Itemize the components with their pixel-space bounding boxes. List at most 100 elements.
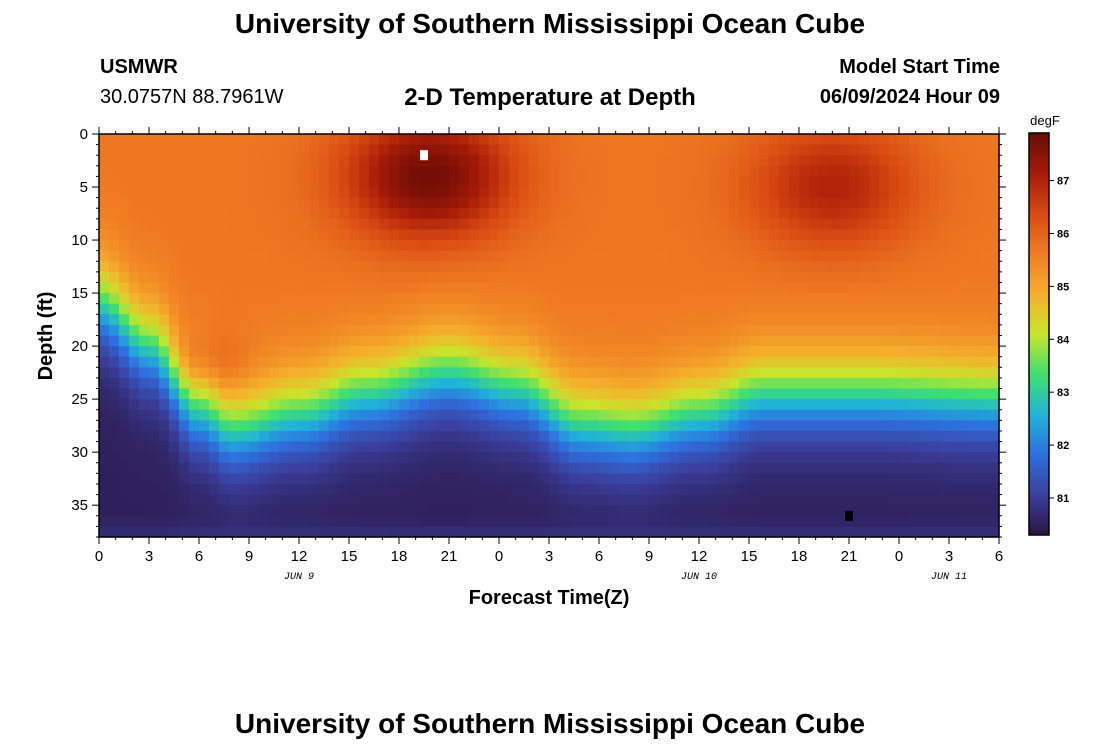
heatmap-cell xyxy=(559,208,570,220)
heatmap-cell xyxy=(129,176,140,188)
heatmap-cell xyxy=(349,388,360,400)
heatmap-cell xyxy=(219,335,230,347)
heatmap-cell xyxy=(909,430,920,443)
heatmap-cell xyxy=(329,367,340,379)
heatmap-cell xyxy=(249,505,260,517)
heatmap-cell xyxy=(279,356,290,368)
heatmap-cell xyxy=(549,187,560,199)
heatmap-cell xyxy=(639,303,650,315)
heatmap-cell xyxy=(129,377,140,390)
heatmap-cell xyxy=(99,261,110,273)
heatmap-cell xyxy=(889,240,900,252)
heatmap-cell xyxy=(389,208,400,220)
heatmap-cell xyxy=(359,452,370,464)
heatmap-cell xyxy=(449,515,460,527)
heatmap-cell xyxy=(629,187,640,199)
heatmap-cell xyxy=(779,240,790,252)
heatmap-cell xyxy=(709,282,720,294)
heatmap-cell xyxy=(559,229,570,241)
heatmap-cell xyxy=(509,155,520,167)
heatmap-cell xyxy=(299,261,310,273)
heatmap-cell xyxy=(569,441,580,453)
heatmap-cell xyxy=(359,155,370,167)
heatmap-cell xyxy=(729,303,740,315)
heatmap-cell xyxy=(979,282,990,294)
heatmap-cell xyxy=(519,271,530,284)
heatmap-cell xyxy=(109,494,120,506)
heatmap-cell xyxy=(169,134,180,146)
heatmap-cell xyxy=(859,197,870,209)
heatmap-cell xyxy=(629,303,640,315)
heatmap-cell xyxy=(279,314,290,326)
heatmap-cell xyxy=(689,271,700,284)
heatmap-cell xyxy=(159,494,170,506)
heatmap-cell xyxy=(389,271,400,284)
heatmap-cell xyxy=(489,399,500,411)
heatmap-cell xyxy=(679,356,690,368)
heatmap-cell xyxy=(679,409,690,421)
heatmap-cell xyxy=(789,367,800,379)
y-tick-label: 35 xyxy=(71,497,88,514)
heatmap-cell xyxy=(939,293,950,305)
heatmap-cell xyxy=(269,218,280,231)
heatmap-cell xyxy=(919,282,930,294)
heatmap-cell xyxy=(489,303,500,315)
heatmap-cell xyxy=(279,144,290,156)
heatmap-cell xyxy=(149,303,160,315)
heatmap-cell xyxy=(359,187,370,199)
heatmap-cell xyxy=(529,335,540,347)
heatmap-cell xyxy=(829,176,840,188)
heatmap-cell xyxy=(949,441,960,453)
heatmap-cell xyxy=(819,155,830,167)
heatmap-cell xyxy=(419,165,430,178)
heatmap-cell xyxy=(299,494,310,506)
heatmap-cell xyxy=(359,335,370,347)
heatmap-cell xyxy=(329,197,340,209)
heatmap-cell xyxy=(729,229,740,241)
heatmap-cell xyxy=(199,261,210,273)
heatmap-cell xyxy=(939,229,950,241)
heatmap-cell xyxy=(169,324,180,337)
heatmap-cell xyxy=(739,250,750,262)
heatmap-cell xyxy=(539,420,550,432)
heatmap-cell xyxy=(959,473,970,485)
heatmap-cell xyxy=(259,197,270,209)
heatmap-cell xyxy=(839,409,850,421)
heatmap-cell xyxy=(779,165,790,178)
heatmap-cell xyxy=(279,515,290,527)
heatmap-cell xyxy=(289,346,300,358)
heatmap-cell xyxy=(219,218,230,231)
heatmap-cell xyxy=(449,324,460,337)
heatmap-cell xyxy=(469,388,480,400)
heatmap-cell xyxy=(329,155,340,167)
heatmap-cell xyxy=(879,303,890,315)
heatmap-cell xyxy=(839,505,850,517)
heatmap-cell xyxy=(809,261,820,273)
heatmap-cell xyxy=(979,134,990,146)
heatmap-cell xyxy=(229,505,240,517)
heatmap-cell xyxy=(239,271,250,284)
heatmap-cell xyxy=(149,240,160,252)
heatmap-cell xyxy=(899,494,910,506)
heatmap-cell xyxy=(379,409,390,421)
heatmap-cell xyxy=(399,176,410,188)
heatmap-cell xyxy=(399,303,410,315)
heatmap-cell xyxy=(449,526,460,538)
heatmap-cell xyxy=(979,176,990,188)
heatmap-cell xyxy=(439,134,450,146)
heatmap-cell xyxy=(989,261,1000,273)
heatmap-cell xyxy=(159,441,170,453)
heatmap-cell xyxy=(199,346,210,358)
page-title: University of Southern Mississippi Ocean… xyxy=(234,8,866,39)
heatmap-cell xyxy=(789,176,800,188)
heatmap-cell xyxy=(559,155,570,167)
heatmap-cell xyxy=(499,462,510,474)
heatmap-cell xyxy=(739,218,750,231)
heatmap-cell xyxy=(969,505,980,517)
heatmap-cell xyxy=(539,208,550,220)
heatmap-cell xyxy=(119,218,130,231)
heatmap-cell xyxy=(199,462,210,474)
heatmap-cell xyxy=(649,441,660,453)
heatmap-cell xyxy=(609,526,620,538)
heatmap-cell xyxy=(229,197,240,209)
